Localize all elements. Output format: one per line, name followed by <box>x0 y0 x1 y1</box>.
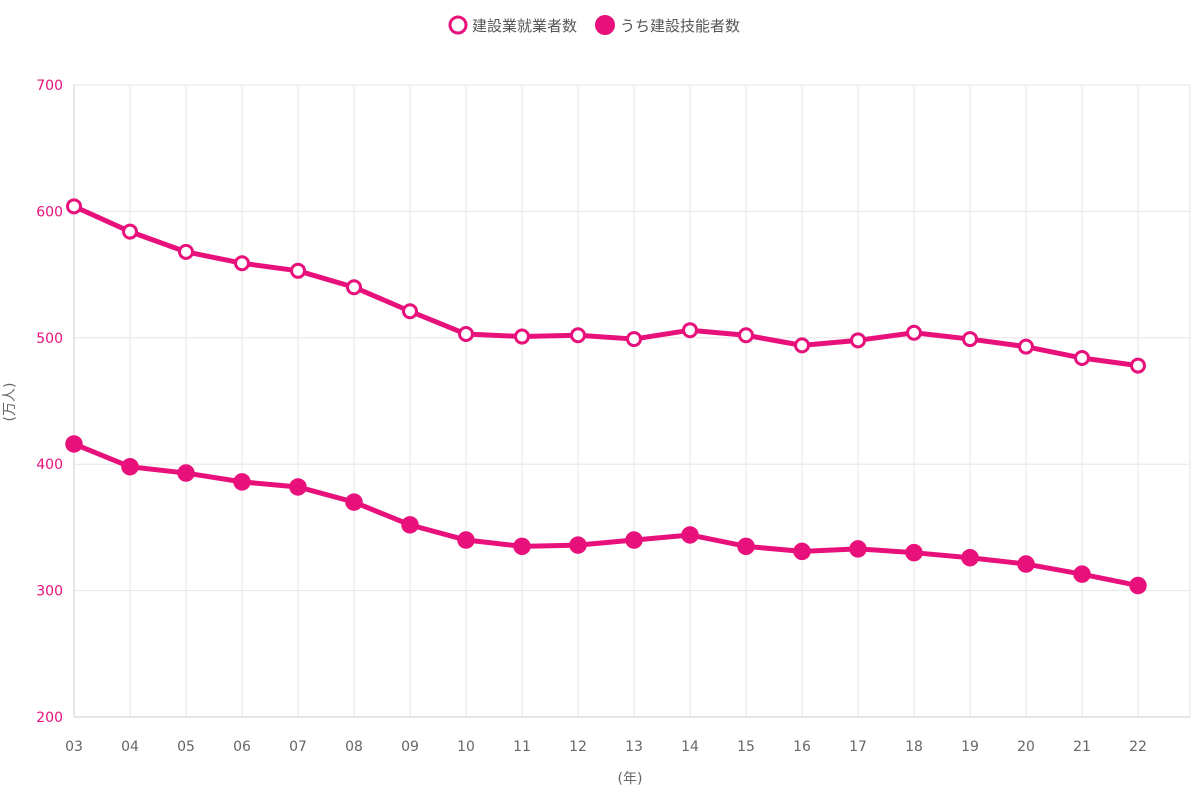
legend-label: 建設業就業者数 <box>472 17 577 35</box>
x-tick-label: 22 <box>1129 739 1147 755</box>
data-point <box>514 328 530 345</box>
data-point <box>1073 565 1091 583</box>
x-tick-label: 20 <box>1017 739 1035 755</box>
x-tick-label: 21 <box>1073 739 1091 755</box>
data-point <box>1129 576 1147 595</box>
y-tick-label: 500 <box>36 331 63 347</box>
data-point <box>793 542 811 561</box>
x-tick-label: 18 <box>905 739 923 755</box>
series-line <box>71 203 1141 369</box>
data-point <box>66 198 82 215</box>
data-point <box>290 262 306 279</box>
data-point <box>401 516 419 534</box>
x-tick-label: 06 <box>233 739 251 755</box>
data-point <box>682 322 698 339</box>
series-1 <box>66 198 1146 374</box>
filled-circle-icon <box>595 15 615 35</box>
hollow-circle-icon <box>448 15 468 35</box>
data-point <box>177 464 195 482</box>
legend-item: うち建設技能者数 <box>595 15 740 35</box>
data-point <box>1018 338 1034 355</box>
data-point <box>345 493 363 511</box>
data-point <box>1017 555 1035 573</box>
data-point <box>65 435 83 453</box>
data-point <box>625 531 643 549</box>
x-tick-label: 10 <box>457 739 475 755</box>
data-point <box>569 536 587 554</box>
x-tick-label: 05 <box>177 739 195 755</box>
legend-label: うち建設技能者数 <box>620 17 740 35</box>
data-point <box>794 337 810 354</box>
x-tick-label: 07 <box>289 739 307 755</box>
data-point <box>962 331 978 348</box>
data-point <box>346 279 362 296</box>
data-point <box>681 526 699 544</box>
data-point <box>458 326 474 343</box>
y-axis-title: (万人) <box>2 383 18 422</box>
y-tick-label: 700 <box>36 78 63 94</box>
data-point <box>178 243 194 260</box>
data-point <box>850 332 866 349</box>
series-line <box>71 441 1141 589</box>
data-point <box>234 255 250 272</box>
x-tick-label: 13 <box>625 739 643 755</box>
data-point <box>402 303 418 320</box>
x-tick-label: 19 <box>961 739 979 755</box>
data-point <box>738 327 754 344</box>
x-tick-label: 17 <box>849 739 867 755</box>
data-point <box>849 540 867 558</box>
data-point <box>906 324 922 341</box>
x-tick-label: 15 <box>737 739 755 755</box>
x-tick-label: 14 <box>681 739 699 755</box>
y-tick-label: 600 <box>36 204 63 220</box>
series-2 <box>65 435 1147 595</box>
x-tick-label: 16 <box>793 739 811 755</box>
data-point <box>570 327 586 344</box>
x-tick-label: 09 <box>401 739 419 755</box>
y-tick-label: 300 <box>36 584 63 600</box>
data-point <box>457 531 475 549</box>
y-tick-label: 200 <box>36 710 63 726</box>
x-tick-label: 12 <box>569 739 587 755</box>
series <box>65 198 1147 595</box>
axes: 200 300 400 500 600 700 03 04 05 06 07 08 09 10 11 12 13… <box>36 78 1190 755</box>
x-tick-label: 04 <box>121 739 139 755</box>
legend: 建設業就業者数 うち建設技能者数 <box>448 15 740 35</box>
x-axis-title: (年) <box>618 771 643 787</box>
data-point <box>289 478 307 496</box>
data-point <box>626 331 642 348</box>
data-point <box>737 537 755 556</box>
x-tick-label: 03 <box>65 739 83 755</box>
data-point <box>1130 357 1146 374</box>
grid <box>74 84 1191 717</box>
data-point <box>513 537 531 556</box>
x-tick-label: 11 <box>513 739 531 755</box>
legend-item: 建設業就業者数 <box>448 15 577 35</box>
data-point <box>122 223 138 240</box>
data-point <box>233 473 251 491</box>
data-point <box>961 548 979 567</box>
data-point <box>905 543 923 562</box>
data-point <box>1074 350 1090 367</box>
x-tick-label: 08 <box>345 739 363 755</box>
data-point <box>121 457 139 476</box>
y-tick-label: 400 <box>36 457 63 473</box>
